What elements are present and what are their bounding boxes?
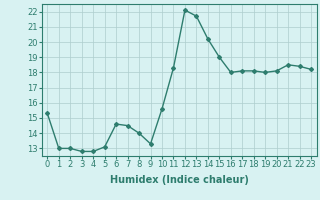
X-axis label: Humidex (Indice chaleur): Humidex (Indice chaleur) xyxy=(110,175,249,185)
